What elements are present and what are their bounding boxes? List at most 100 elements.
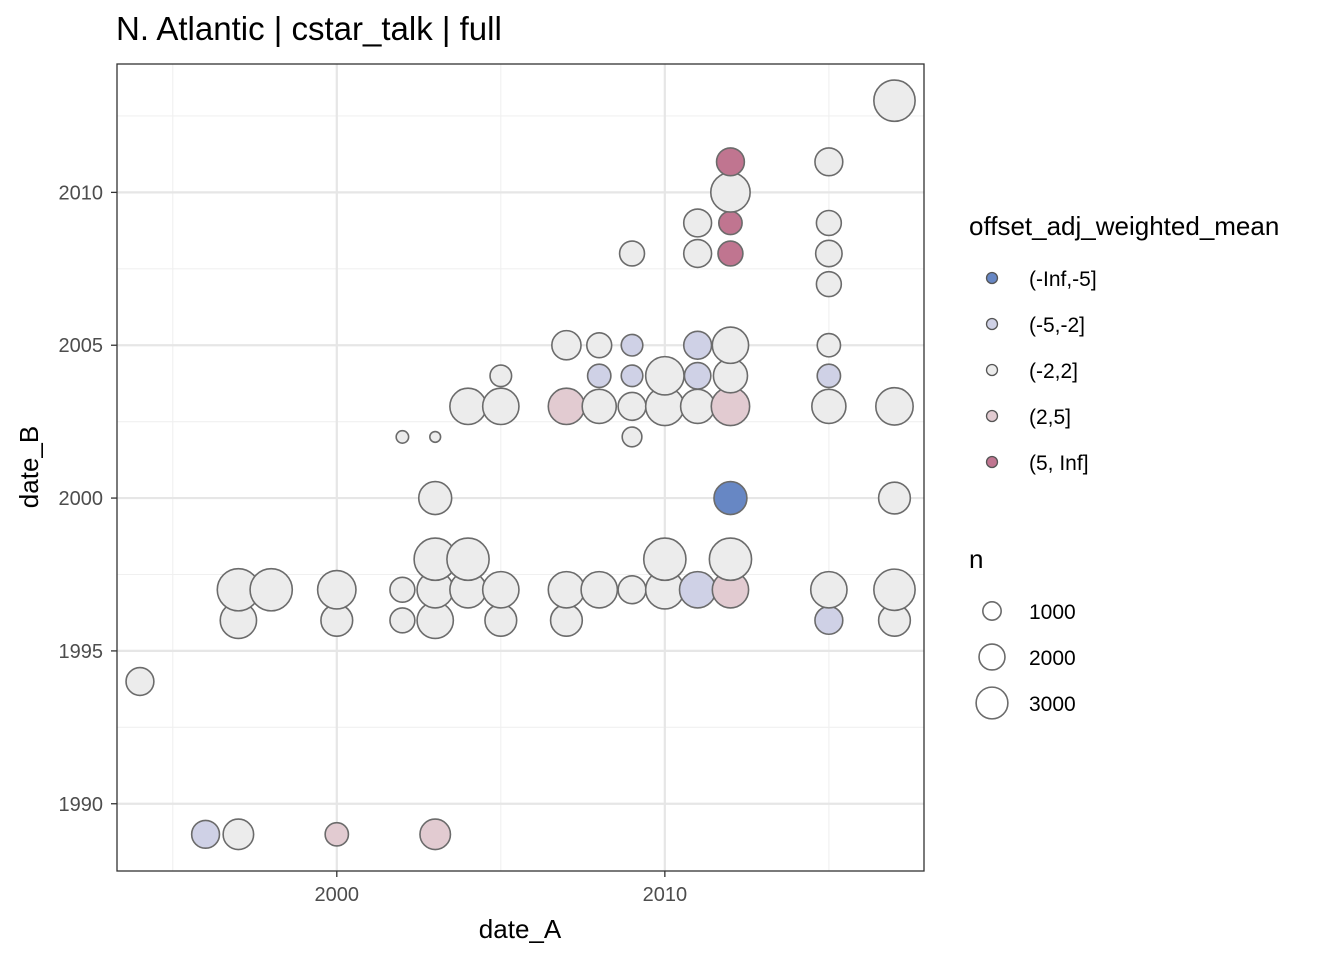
points-layer xyxy=(125,79,916,851)
data-point xyxy=(709,171,751,213)
data-point xyxy=(249,567,294,612)
color-legend-label: (-2,2] xyxy=(1029,360,1078,383)
data-point xyxy=(484,603,518,638)
y-tick-label: 1990 xyxy=(59,794,104,816)
data-point xyxy=(586,363,612,389)
data-point xyxy=(617,391,647,422)
data-point xyxy=(419,818,452,851)
y-axis-title: date_B xyxy=(14,426,44,508)
data-point xyxy=(547,387,586,426)
data-point xyxy=(190,819,221,850)
plot-panel xyxy=(116,63,925,872)
size-legend-title: n xyxy=(969,544,983,574)
size-legend-label: 2000 xyxy=(1029,647,1076,670)
color-legend: offset_adj_weighted_mean (-Inf,-5] (-5,-2… xyxy=(969,211,1279,475)
data-point xyxy=(718,210,743,236)
data-point xyxy=(815,270,843,298)
x-axis-title: date_A xyxy=(479,914,562,944)
chart-title: N. Atlantic | cstar_talk | full xyxy=(116,10,502,47)
data-point xyxy=(481,570,520,609)
size-legend-key xyxy=(975,686,1009,720)
data-point xyxy=(449,387,487,426)
data-point xyxy=(717,240,744,267)
data-point xyxy=(816,363,842,389)
data-point xyxy=(429,430,442,444)
data-point xyxy=(389,607,416,634)
panel-background xyxy=(117,64,924,871)
data-point xyxy=(489,364,513,388)
data-point xyxy=(644,355,685,396)
data-point xyxy=(617,575,647,605)
data-point xyxy=(811,388,847,425)
data-point xyxy=(809,570,848,609)
data-point xyxy=(551,329,582,361)
y-axis: 1990 1995 2000 2005 2010 xyxy=(59,182,117,816)
y-tick-label: 2000 xyxy=(59,488,104,510)
color-legend-title: offset_adj_weighted_mean xyxy=(969,211,1279,241)
data-point xyxy=(678,570,717,609)
data-point xyxy=(621,426,643,448)
data-point xyxy=(581,388,618,425)
size-legend-keys: 1000 2000 3000 xyxy=(975,601,1076,720)
size-legend-key xyxy=(982,601,1002,621)
y-tick-label: 2010 xyxy=(59,182,104,204)
size-legend-key xyxy=(978,643,1006,671)
data-point xyxy=(708,537,753,582)
size-legend-label: 3000 xyxy=(1029,693,1076,716)
data-point xyxy=(715,147,746,177)
x-axis: 2000 2010 xyxy=(315,871,688,906)
data-point xyxy=(679,388,716,425)
data-point xyxy=(580,570,619,609)
y-tick-label: 1995 xyxy=(59,641,104,663)
data-point xyxy=(389,576,416,604)
color-legend-key xyxy=(985,363,999,377)
color-legend-key xyxy=(985,271,999,285)
grid-major xyxy=(117,64,924,871)
data-point xyxy=(446,537,490,582)
data-point xyxy=(316,569,357,610)
color-legend-key xyxy=(985,317,999,331)
data-point xyxy=(814,605,844,636)
data-point xyxy=(814,239,843,268)
data-point xyxy=(549,603,584,638)
data-point xyxy=(222,818,255,851)
data-point xyxy=(547,570,586,609)
color-legend-key xyxy=(985,409,999,423)
data-point xyxy=(585,331,613,359)
x-tick-label: 2010 xyxy=(643,884,688,906)
color-legend-keys: (-Inf,-5] (-5,-2] (-2,2] (2,5] (5, Inf] xyxy=(985,268,1097,475)
color-legend-label: (5, Inf] xyxy=(1029,452,1089,475)
color-legend-label: (-5,-2] xyxy=(1029,314,1085,337)
data-point xyxy=(875,386,914,426)
data-point xyxy=(873,568,916,612)
data-point xyxy=(711,326,750,365)
color-legend-label: (2,5] xyxy=(1029,406,1071,429)
data-point xyxy=(620,364,644,388)
data-point xyxy=(395,429,410,444)
y-tick-label: 2005 xyxy=(59,335,104,357)
data-point xyxy=(618,240,646,267)
data-point xyxy=(683,361,712,390)
size-legend: n 1000 2000 3000 xyxy=(969,544,1076,720)
data-point xyxy=(877,481,912,515)
data-point xyxy=(642,537,687,582)
data-point xyxy=(713,480,748,516)
data-point xyxy=(815,209,843,237)
data-point xyxy=(682,208,713,238)
data-point xyxy=(481,387,520,426)
data-point xyxy=(814,147,844,177)
data-point xyxy=(682,330,713,360)
color-legend-key xyxy=(985,455,999,469)
data-point xyxy=(125,666,155,697)
data-point xyxy=(620,333,644,357)
data-point xyxy=(682,238,713,269)
data-point xyxy=(816,332,842,358)
data-point xyxy=(324,821,350,847)
x-tick-label: 2000 xyxy=(315,884,360,906)
data-point xyxy=(417,480,453,516)
color-legend-label: (-Inf,-5] xyxy=(1029,268,1097,291)
data-point xyxy=(873,79,916,123)
panel-border xyxy=(116,63,925,872)
size-legend-label: 1000 xyxy=(1029,601,1076,624)
